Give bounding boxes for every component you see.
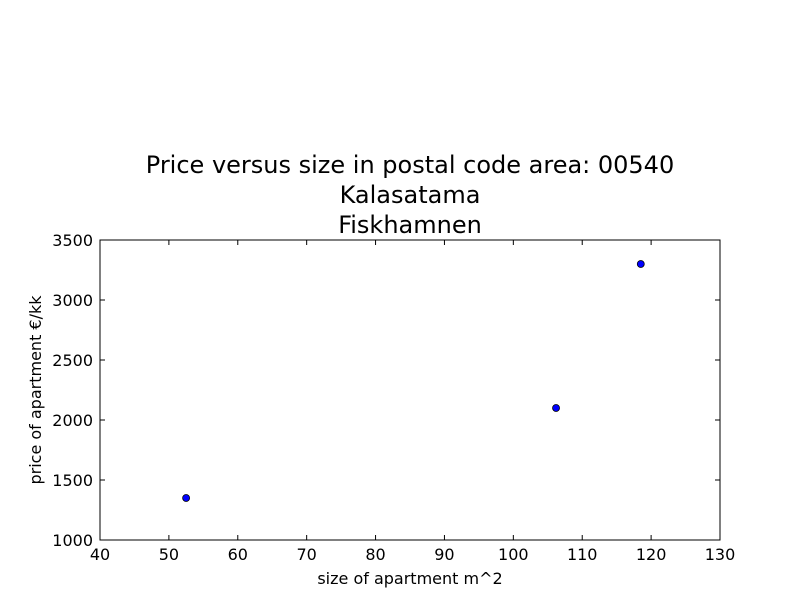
x-tick-label: 110 (567, 545, 598, 564)
x-axis-label: size of apartment m^2 (317, 569, 502, 588)
x-tick-label: 70 (296, 545, 316, 564)
y-axis-label: price of apartment €/kk (26, 295, 45, 485)
scatter-point (636, 260, 645, 268)
y-tick-label: 1500 (52, 471, 93, 490)
y-axis-ticks: 1000 1500 2000 2500 3000 3500 (52, 231, 720, 550)
x-tick-label: 120 (636, 545, 667, 564)
title-line-3: Fiskhamnen (338, 211, 482, 239)
y-tick-label: 1000 (52, 531, 93, 550)
x-tick-label: 80 (365, 545, 385, 564)
title-line-1: Price versus size in postal code area: 0… (146, 151, 674, 179)
y-tick-label: 2500 (52, 351, 93, 370)
plot-area-frame (99, 239, 721, 541)
scatter-point (552, 404, 560, 412)
x-tick-label: 60 (228, 545, 248, 564)
x-tick-label: 40 (90, 545, 110, 564)
data-points (182, 260, 645, 502)
title-line-2: Kalasatama (340, 181, 481, 209)
x-tick-label: 90 (434, 545, 454, 564)
x-tick-label: 50 (159, 545, 179, 564)
y-tick-label: 3000 (52, 291, 93, 310)
chart-title: Price versus size in postal code area: 0… (146, 151, 674, 239)
x-tick-label: 100 (498, 545, 529, 564)
y-tick-label: 3500 (52, 231, 93, 250)
y-tick-label: 2000 (52, 411, 93, 430)
x-tick-label: 130 (705, 545, 736, 564)
x-axis-ticks: 40 50 60 70 80 90 100 110 120 130 (90, 240, 735, 564)
scatter-point (182, 494, 191, 502)
